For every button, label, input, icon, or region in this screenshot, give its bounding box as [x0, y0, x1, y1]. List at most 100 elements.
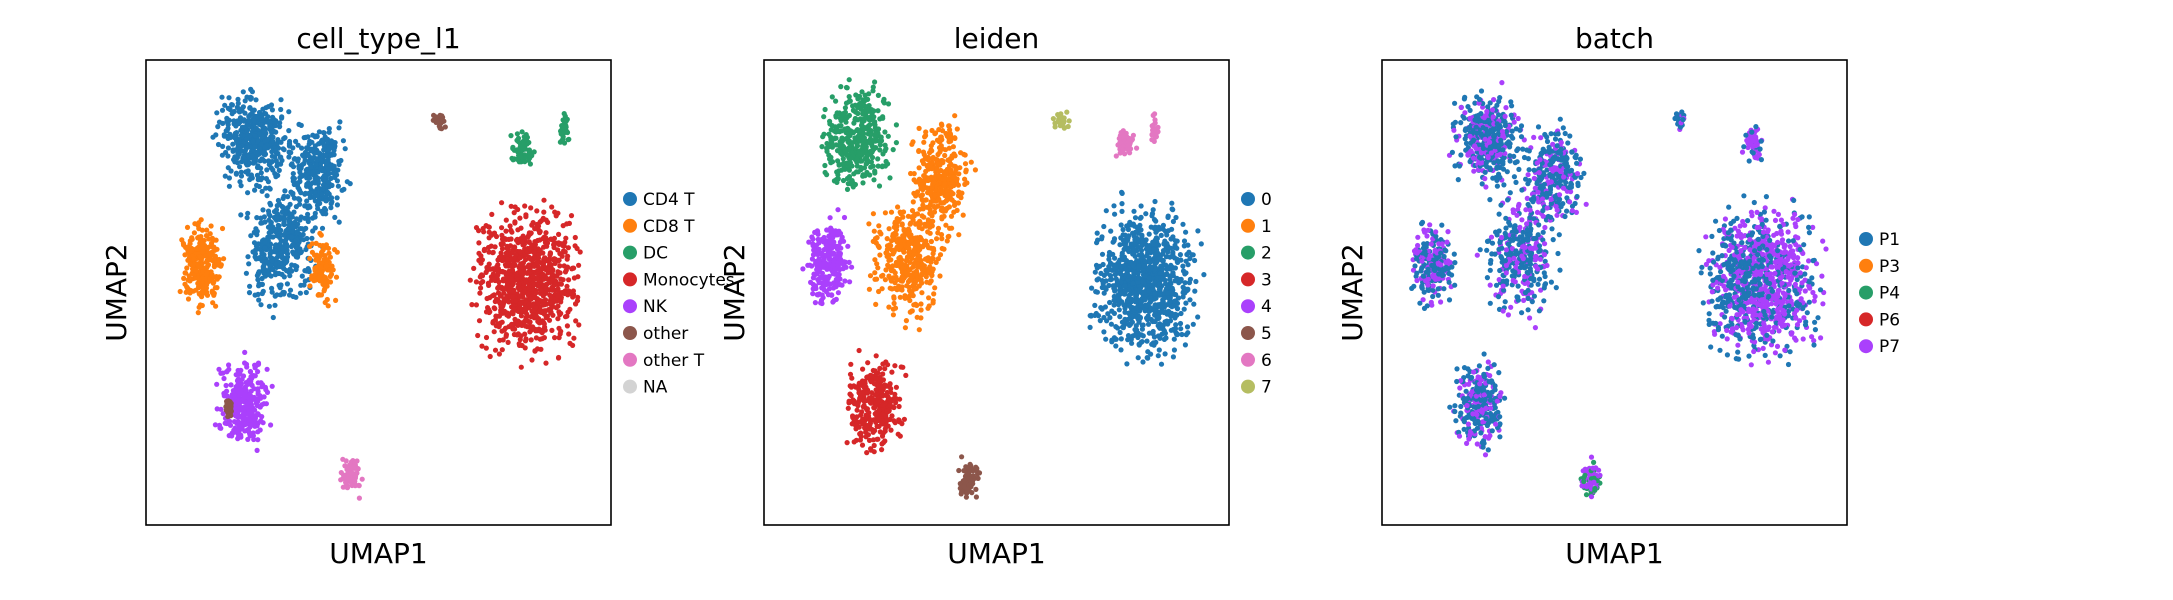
scatter-point	[891, 300, 897, 306]
scatter-point	[896, 255, 902, 261]
scatter-point	[280, 146, 286, 152]
scatter-point	[233, 130, 240, 136]
scatter-point	[1151, 127, 1157, 133]
scatter-point	[258, 170, 264, 176]
scatter-point	[882, 210, 889, 216]
scatter-point	[847, 371, 854, 377]
scatter-point	[309, 147, 315, 153]
scatter-point	[556, 354, 562, 361]
scatter-point	[238, 183, 244, 189]
scatter-point	[234, 378, 241, 384]
scatter-point	[847, 279, 853, 285]
scatter-point	[543, 275, 550, 282]
scatter-point	[956, 232, 962, 238]
scatter-point	[902, 325, 909, 331]
scatter-point	[961, 468, 967, 474]
scatter-point	[499, 200, 505, 206]
scatter-point	[270, 138, 276, 144]
scatter-point	[560, 277, 566, 283]
scatter-point	[336, 219, 342, 225]
scatter-point	[246, 122, 252, 128]
scatter-point	[335, 167, 341, 173]
scatter-point	[187, 290, 193, 296]
scatter-point	[1060, 121, 1066, 127]
scatter-point	[858, 433, 864, 439]
scatter-point	[248, 233, 254, 239]
scatter-point	[240, 104, 246, 110]
scatter-point	[564, 323, 571, 329]
scatter-point	[814, 249, 820, 255]
scatter-point	[904, 283, 910, 289]
scatter-point	[274, 233, 280, 239]
scatter-point	[837, 116, 844, 122]
scatter-point	[336, 158, 342, 164]
scatter-point	[233, 123, 239, 129]
scatter-point	[819, 262, 825, 268]
scatter-point	[857, 151, 863, 157]
scatter-point	[915, 243, 921, 249]
scatter-point	[241, 416, 247, 422]
legend-marker	[623, 272, 637, 287]
scatter-point	[961, 477, 968, 483]
scatter-point	[880, 115, 886, 121]
scatter-point	[187, 238, 193, 244]
scatter-point	[934, 167, 940, 173]
scatter-point	[265, 179, 271, 185]
scatter-point	[880, 402, 886, 408]
scatter-point	[826, 131, 832, 137]
scatter-point	[1156, 347, 1162, 353]
scatter-point	[824, 266, 830, 272]
scatter-point	[534, 259, 540, 266]
scatter-point	[962, 176, 968, 182]
scatter-point	[522, 159, 528, 165]
scatter-point	[314, 202, 321, 208]
scatter-point	[254, 215, 260, 221]
scatter-point	[886, 226, 892, 232]
scatter-point	[559, 253, 565, 259]
scatter-point	[833, 142, 839, 148]
scatter-point	[550, 312, 556, 318]
scatter-point	[259, 117, 265, 123]
scatter-point	[342, 146, 348, 152]
scatter-point	[563, 235, 569, 241]
scatter-point	[916, 148, 922, 154]
scatter-point	[973, 494, 980, 500]
scatter-point	[866, 426, 872, 432]
scatter-point	[870, 211, 877, 217]
scatter-point	[882, 438, 888, 444]
scatter-point	[914, 264, 921, 270]
scatter-point	[557, 312, 563, 318]
scatter-point	[870, 429, 876, 435]
scatter-point	[200, 249, 206, 255]
scatter-point	[218, 406, 224, 412]
scatter-point	[815, 231, 821, 237]
scatter-point	[278, 292, 284, 298]
scatter-point	[900, 364, 906, 370]
scatter-point	[326, 170, 332, 177]
scatter-point	[233, 171, 239, 177]
scatter-point	[886, 252, 892, 258]
scatter-point	[827, 215, 833, 221]
scatter-point	[873, 409, 880, 416]
scatter-point	[185, 244, 191, 250]
scatter-point	[247, 144, 253, 150]
scatter-point	[318, 268, 324, 274]
scatter-point	[294, 230, 300, 236]
scatter-point	[835, 207, 841, 213]
scatter-point	[336, 125, 342, 131]
scatter-point	[509, 229, 515, 235]
scatter-points	[800, 77, 1207, 500]
scatter-point	[318, 157, 324, 163]
scatter-point	[569, 290, 575, 296]
scatter-point	[849, 178, 855, 184]
scatter-point	[882, 366, 888, 372]
scatter-point	[833, 135, 839, 141]
scatter-point	[511, 210, 517, 216]
scatter-point	[863, 434, 869, 440]
scatter-point	[510, 281, 516, 287]
scatter-point	[523, 132, 529, 138]
scatter-point	[863, 405, 869, 411]
scatter-point	[913, 221, 919, 227]
scatter-point	[238, 212, 244, 218]
scatter-point	[899, 284, 905, 290]
